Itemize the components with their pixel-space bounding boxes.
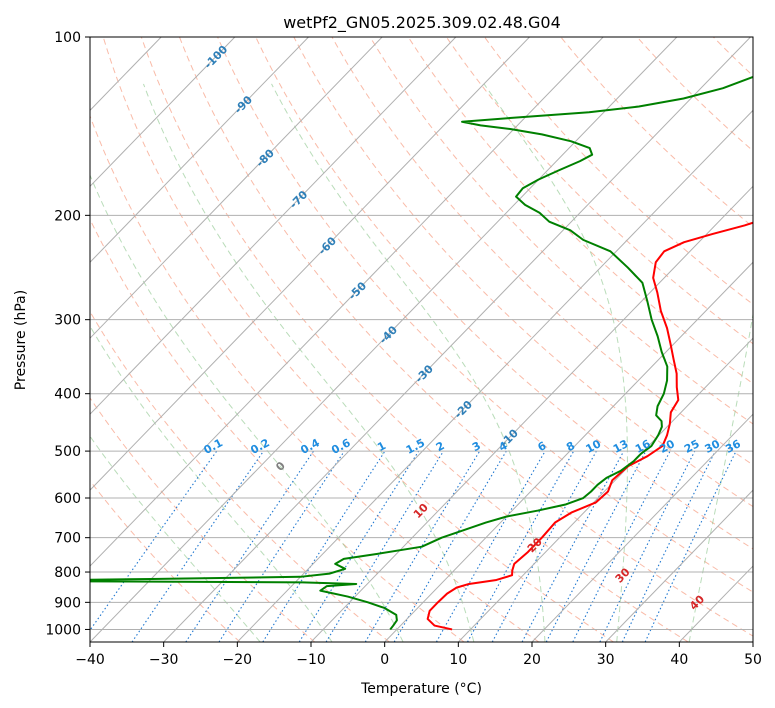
moist-adiabat-line [90,325,333,642]
mixing-ratio-label: 16 [633,437,653,456]
y-axis: 100 200 300 400 500 600 700 800 900 1000 [45,30,90,638]
dry-adiabat-line [636,37,753,152]
mixing-ratio-label: 30 [703,437,723,456]
dewpoint-profile-line [90,75,753,631]
dry-adiabat-line [90,218,465,642]
y-tick-label: 300 [54,313,81,329]
mixing-ratio-line [521,450,625,642]
mixing-ratio-label: 13 [611,437,631,456]
dry-adiabat-line [90,479,241,642]
dry-adiabat-line [140,37,689,642]
dry-adiabats [90,37,753,642]
x-tick-label: −30 [149,652,179,668]
y-tick-label: 700 [54,531,81,547]
y-tick-label: 500 [54,444,81,460]
isotherm-line [90,37,530,491]
isotherm-line [90,37,383,339]
mixing-ratio-line [572,450,671,642]
mixing-ratio-line [325,450,444,642]
isotherm-line [384,261,753,642]
chart-title: wetPf2_GN05.2025.309.02.48.G04 [283,13,561,33]
isotherm-line [163,37,751,642]
y-tick-label: 900 [54,595,81,611]
x-tick-label: −40 [75,652,105,668]
isotherm-line [605,489,753,642]
mixing-ratio-line [218,450,345,642]
isotherm-line [90,37,604,567]
y-tick-label: 1000 [45,622,81,638]
dry-adiabat-line [369,37,753,425]
x-tick-label: 0 [380,652,389,668]
x-axis-title: Temperature (°C) [360,681,482,697]
y-tick-label: 200 [54,208,81,224]
isotherm-line [310,185,753,642]
x-tick-label: 50 [744,652,762,668]
mixing-ratio-line [599,450,696,642]
isotherm-line [90,37,309,263]
mixing-ratio-label: 36 [723,437,743,456]
dry-adiabat-line [217,37,753,593]
mixing-ratio-line [131,450,265,642]
mixing-ratio-label: 20 [657,437,677,456]
x-tick-label: −10 [296,652,326,668]
isotherms [90,37,753,642]
y-tick-label: 400 [54,387,81,403]
x-tick-label: 30 [597,652,615,668]
x-tick-label: 10 [449,652,467,668]
dry-adiabat-line [179,37,753,637]
isobars [90,37,753,630]
plot-frame [89,36,754,643]
mixing-ratio-label: 25 [682,437,702,456]
dry-adiabat-line [255,37,753,550]
plot-area: 0.1 0.2 0.4 0.6 1 1.5 2 3 4 6 8 10 13 16 20 25 30 36-100-… [90,37,753,642]
mixing-ratio-line [185,450,314,642]
y-tick-label: 100 [54,30,81,46]
x-tick-label: 40 [670,652,688,668]
dry-adiabat-line [102,37,614,642]
mixing-ratio-line [262,450,386,642]
mixing-ratio-line [90,450,218,632]
y-tick-label: 800 [54,565,81,581]
isotherm-line [90,37,678,642]
isotherm-line [531,413,753,642]
isotherm-line [90,37,457,415]
temperature-profile-line [426,221,753,631]
isotherm-line [457,337,753,642]
sounding-profiles [90,75,753,631]
y-axis-title: Pressure (hPa) [13,290,29,390]
x-tick-label: −20 [223,652,253,668]
x-axis: −40 −30 −20 −10 0 10 20 30 40 50 [75,642,762,668]
dry-adiabat-line [90,310,390,642]
dry-adiabat-line [331,37,753,466]
y-tick-label: 600 [54,491,81,507]
isotherm-line [90,37,236,188]
mixing-ratio-label: 10 [584,437,604,456]
mixing-ratio-line [467,450,575,642]
x-tick-label: 20 [523,652,541,668]
dry-adiabat-line [407,37,753,385]
isotherm-line [236,109,753,642]
